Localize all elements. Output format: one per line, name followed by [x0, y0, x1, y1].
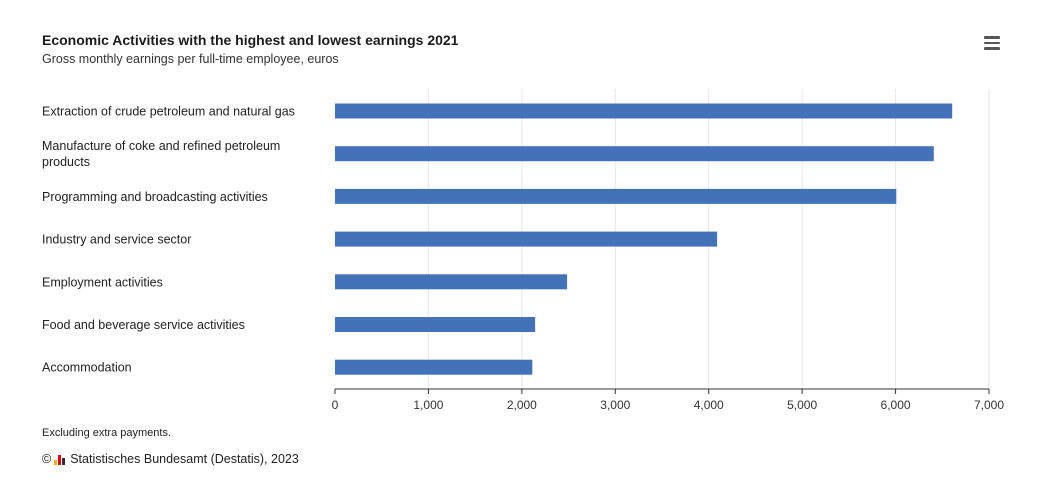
grid-lines [427, 89, 990, 389]
bar [335, 146, 934, 162]
footnote: Excluding extra payments. [42, 427, 172, 439]
copyright-symbol: © [42, 452, 52, 466]
bar [335, 274, 568, 290]
x-tick-label: 7,000 [974, 398, 1004, 412]
category-label: Employment activities [42, 275, 163, 289]
category-label: Programming and broadcasting activities [42, 190, 268, 204]
x-axis: 0 1,000 2,000 3,000 4,000 5,000 6,000 7,000 [332, 388, 1004, 412]
category-label: Accommodation [42, 361, 132, 375]
x-tick-label: 2,000 [507, 398, 537, 412]
bar [335, 359, 533, 375]
bars [335, 103, 953, 375]
chart-title: Economic Activities with the highest and… [42, 32, 459, 48]
bar [335, 231, 718, 247]
destatis-logo-icon [54, 454, 67, 465]
category-label: Manufacture of coke and refined petroleu… [42, 139, 280, 169]
x-tick-label: 4,000 [694, 398, 724, 412]
x-tick-label: 0 [332, 398, 339, 412]
chart-menu-button[interactable] [978, 30, 1006, 56]
category-label: Industry and service sector [42, 233, 191, 247]
bar-chart: Extraction of crude petroleum and natura… [42, 89, 1004, 412]
hamburger-menu-icon [984, 36, 1000, 50]
x-tick-label: 6,000 [881, 398, 911, 412]
credit-text: Statistisches Bundesamt (Destatis), 2023 [70, 452, 299, 466]
x-tick-label: 5,000 [787, 398, 817, 412]
chart-subtitle: Gross monthly earnings per full-time emp… [42, 52, 339, 66]
source-credit: © Statistisches Bundesamt (Destatis), 20… [42, 452, 299, 466]
x-tick-label: 3,000 [600, 398, 630, 412]
category-label: Food and beverage service activities [42, 318, 245, 332]
bar [335, 317, 536, 332]
category-labels: Extraction of crude petroleum and natura… [42, 105, 295, 375]
bar [335, 188, 897, 204]
bar [335, 103, 953, 119]
category-label: Extraction of crude petroleum and natura… [42, 105, 295, 119]
x-tick-label: 1,000 [413, 398, 443, 412]
